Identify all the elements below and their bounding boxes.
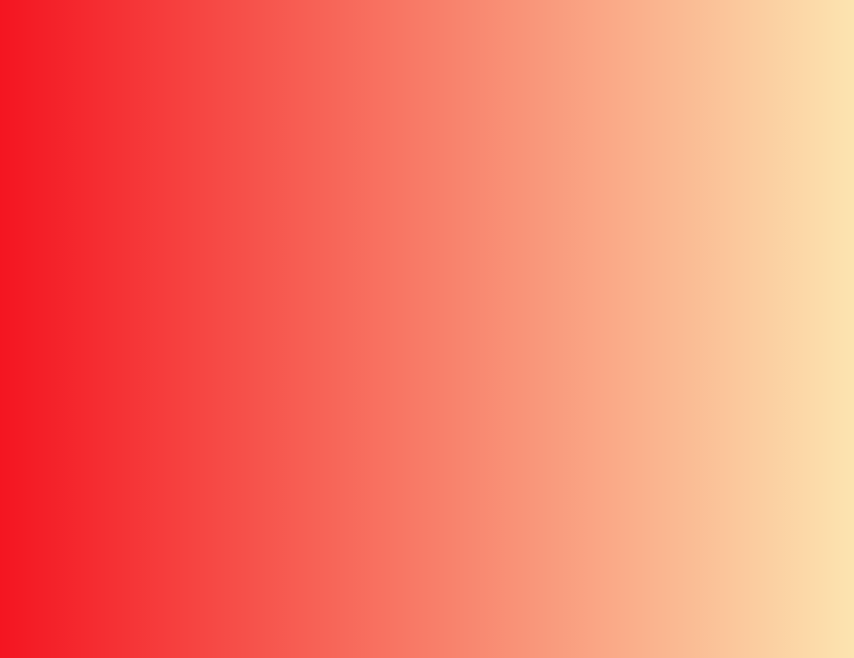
gradient-background <box>0 0 854 658</box>
